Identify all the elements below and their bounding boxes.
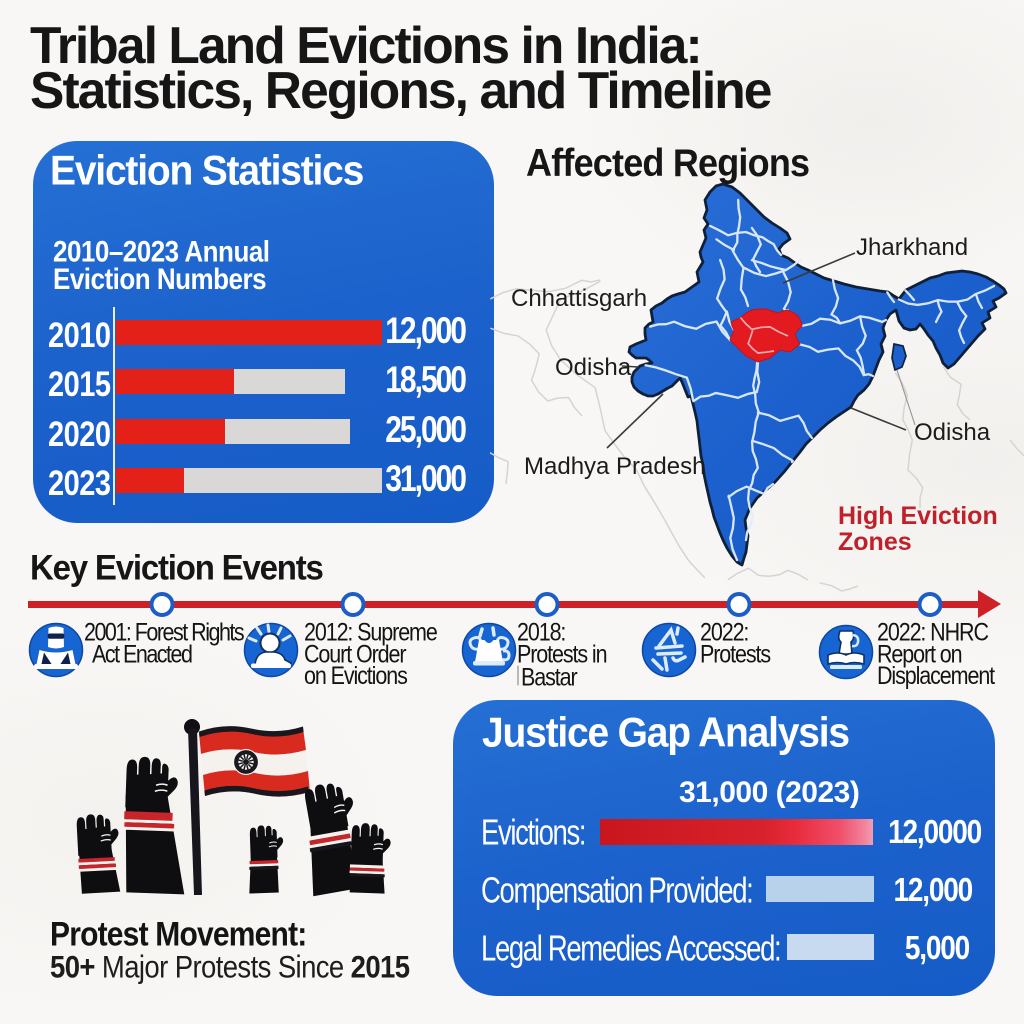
svg-text:Chhattisgarh: Chhattisgarh	[511, 285, 647, 312]
svg-text:Madhya Pradesh: Madhya Pradesh	[524, 453, 705, 480]
svg-text:Zones: Zones	[838, 528, 912, 556]
svg-text:High Eviction: High Eviction	[838, 502, 998, 530]
svg-text:Odisha: Odisha	[555, 354, 632, 381]
svg-text:Jharkhand: Jharkhand	[856, 234, 968, 261]
svg-text:Odisha: Odisha	[914, 419, 991, 446]
